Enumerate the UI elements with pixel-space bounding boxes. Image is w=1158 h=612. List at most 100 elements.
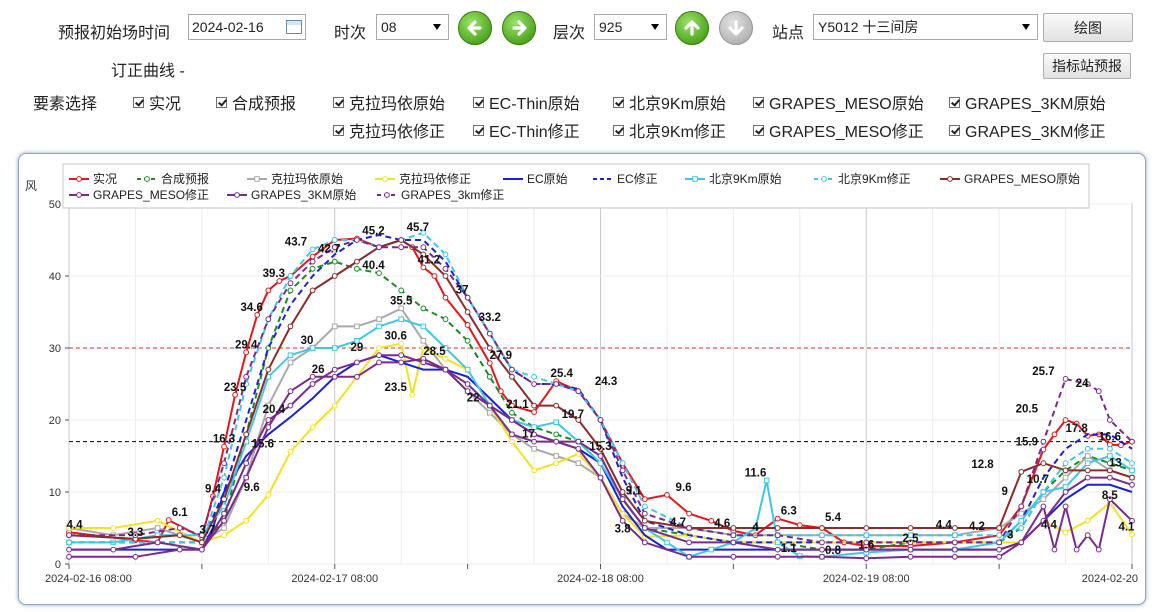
data-point [265,402,272,409]
index-forecast-button[interactable]: 指标站预报 [1043,53,1131,79]
checkbox-box[interactable] [753,124,764,136]
data-point [66,546,72,553]
data-point [1062,474,1069,481]
data-point [254,311,261,318]
data-point [553,438,560,445]
checkbox-ec-raw[interactable]: EC-Thin原始 [473,90,580,114]
data-point [796,522,803,529]
checkbox-box[interactable] [753,96,764,108]
data-label: 8.5 [1102,490,1119,502]
y-tick-label: 50 [49,199,61,211]
data-point [1018,525,1025,531]
data-point [1107,453,1113,459]
legend-label: EC原始 [527,172,568,186]
data-point [464,337,471,344]
data-point [486,410,493,416]
hour-label: 时次 [334,25,367,42]
checkbox-beijing-raw[interactable]: 北京9Km原始 [613,90,726,114]
checkbox-box[interactable] [473,96,484,108]
data-label: 29.4 [235,339,258,351]
level-down-button[interactable] [719,11,753,45]
checkbox-observed[interactable]: 实况 [133,90,181,114]
data-point [597,460,604,466]
data-point [353,359,360,366]
data-label: 28.5 [423,346,446,358]
checkbox-grapes-3km-raw[interactable]: GRAPES_3KM原始 [949,90,1106,114]
data-point [165,517,172,523]
data-point [110,525,117,531]
checkbox-label: GRAPES_MESO原始 [769,96,924,113]
data-point [420,359,427,366]
data-point [420,323,427,330]
legend-marker [234,192,240,198]
checkbox-box[interactable] [949,96,960,108]
checkbox-box[interactable] [613,96,624,108]
level-value: 925 [599,19,623,35]
data-point [1106,460,1113,467]
data-point [442,316,449,323]
legend-label: 克拉玛依修正 [399,171,471,186]
checkbox-box[interactable] [216,96,227,108]
data-point [1073,420,1080,427]
prev-button[interactable] [458,11,492,45]
legend-marker [144,176,150,182]
data-point [1040,503,1047,510]
legend-label: GRAPES_3km修正 [401,187,504,202]
series-line [68,307,1133,544]
data-label: 15.6 [252,439,274,451]
data-point [265,424,272,431]
data-point [509,409,515,416]
data-point [309,287,316,294]
hour-select[interactable]: 08 [376,14,449,40]
data-label: 17 [522,429,535,441]
checkbox-grapes-meso-raw[interactable]: GRAPES_MESO原始 [753,90,924,114]
station-label: 站点 [772,25,805,42]
checkbox-grapes-3km-corrected[interactable]: GRAPES_3KM修正 [949,118,1106,142]
checkbox-box[interactable] [473,124,484,136]
checkbox-grapes-meso-corrected[interactable]: GRAPES_MESO修正 [753,118,924,142]
checkbox-box[interactable] [613,124,624,136]
calendar-icon[interactable] [286,20,302,34]
checkbox-box[interactable] [333,96,344,108]
checkbox-karamay-raw[interactable]: 克拉玛依原始 [333,90,445,114]
data-point [819,532,825,539]
checkbox-ec-corrected[interactable]: EC-Thin修正 [473,118,580,142]
checkbox-box[interactable] [949,124,960,136]
data-label: 12.8 [971,459,994,471]
checkbox-beijing-corrected[interactable]: 北京9Km修正 [613,118,726,142]
checkbox-composite-forecast[interactable]: 合成预报 [216,90,296,114]
data-point [486,402,493,409]
data-point [686,525,692,531]
data-point [575,460,582,466]
data-label: 24.3 [595,376,617,388]
draw-button[interactable]: 绘图 [1043,13,1133,42]
arrow-up-icon [684,20,700,36]
data-label: 26 [312,364,325,376]
station-select[interactable]: Y5012 十三间房 [813,14,1038,40]
checkbox-box[interactable] [133,96,144,108]
data-point [420,229,427,236]
data-label: 1.1 [781,543,798,555]
data-point [1062,376,1069,382]
data-label: 16.3 [213,434,235,446]
data-point [464,309,471,315]
data-label: 23.5 [224,382,247,394]
level-select[interactable]: 925 [594,14,667,40]
data-point [553,431,560,438]
data-point [154,539,161,546]
data-point [730,539,737,546]
next-button[interactable] [502,11,536,45]
level-up-button[interactable] [675,11,709,45]
checkbox-box[interactable] [333,124,344,136]
init-time-input[interactable]: 2024-02-16 [188,14,306,40]
data-point [331,345,338,351]
data-point [1040,489,1047,495]
data-point [1062,503,1069,510]
checkbox-label: EC-Thin原始 [489,96,580,113]
data-label: 15.9 [1016,437,1038,449]
checkbox-karamay-corrected[interactable]: 克拉玛依修正 [333,118,445,142]
data-label: 33.2 [479,312,501,324]
data-point [132,532,139,539]
data-label: 4.4 [67,519,84,531]
data-point [287,352,294,358]
